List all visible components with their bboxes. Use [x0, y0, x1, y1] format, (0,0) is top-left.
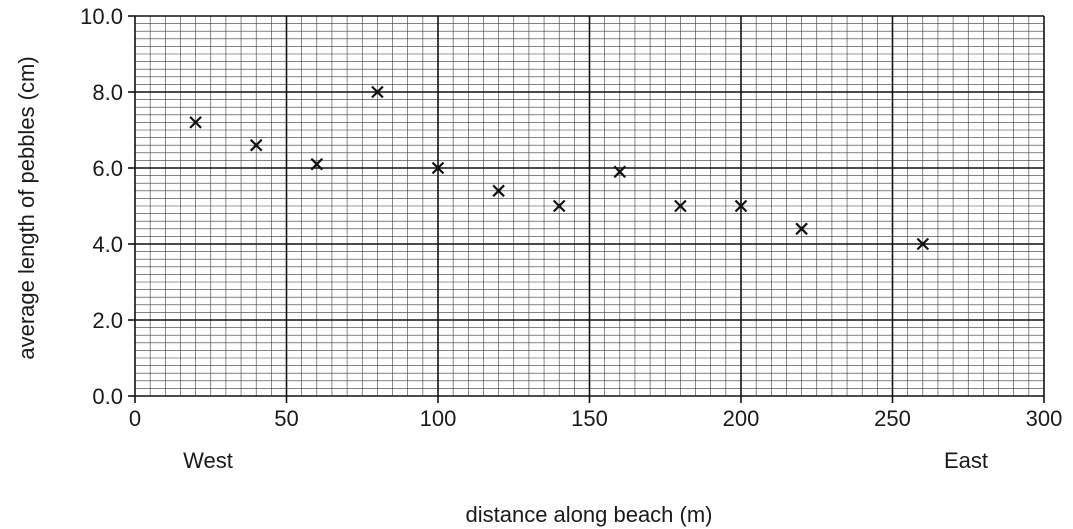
data-point — [795, 222, 808, 236]
y-tick-label: 4.0 — [92, 232, 123, 257]
data-point — [249, 138, 263, 152]
y-axis-title: average length of pebbles (cm) — [14, 56, 39, 359]
data-point-stroke — [189, 116, 202, 129]
x-tick-label: 100 — [420, 406, 457, 431]
data-point — [189, 116, 202, 129]
x-tick-label: 200 — [723, 406, 760, 431]
data-point — [371, 85, 384, 99]
x-axis-tick-labels: 0 50 100 150 200 250 300 — [129, 396, 1062, 431]
data-point-stroke — [795, 222, 808, 236]
data-point — [613, 165, 627, 179]
y-tick-label: 0.0 — [92, 384, 123, 409]
data-point-stroke — [431, 161, 445, 175]
data-point-stroke — [613, 165, 627, 179]
x-tick-label: 50 — [274, 406, 298, 431]
east-direction-label: East — [944, 448, 988, 473]
x-axis-title: distance along beach (m) — [465, 502, 712, 527]
y-tick-label: 10.0 — [80, 4, 123, 29]
x-tick-label: 0 — [129, 406, 141, 431]
data-point-stroke — [492, 184, 505, 198]
west-direction-label: West — [183, 448, 233, 473]
data-point — [916, 237, 930, 251]
data-point-stroke — [371, 85, 384, 99]
data-point — [310, 157, 324, 171]
y-tick-label: 6.0 — [92, 156, 123, 181]
x-tick-label: 150 — [571, 406, 608, 431]
data-point — [552, 199, 566, 213]
y-tick-label: 2.0 — [92, 308, 123, 333]
data-point — [734, 199, 748, 213]
data-point-stroke — [916, 237, 930, 251]
x-tick-label: 300 — [1026, 406, 1063, 431]
data-point-stroke — [674, 199, 687, 213]
data-point — [492, 184, 505, 198]
data-point-stroke — [552, 199, 566, 213]
data-points — [189, 85, 930, 251]
x-tick-label: 250 — [874, 406, 911, 431]
data-point — [431, 161, 445, 175]
y-tick-label: 8.0 — [92, 80, 123, 105]
data-point — [674, 199, 687, 213]
data-point-stroke — [249, 138, 263, 152]
data-point-stroke — [734, 199, 748, 213]
y-axis-tick-labels: 0.0 2.0 4.0 6.0 8.0 10.0 — [80, 4, 135, 409]
data-point-stroke — [310, 157, 324, 171]
